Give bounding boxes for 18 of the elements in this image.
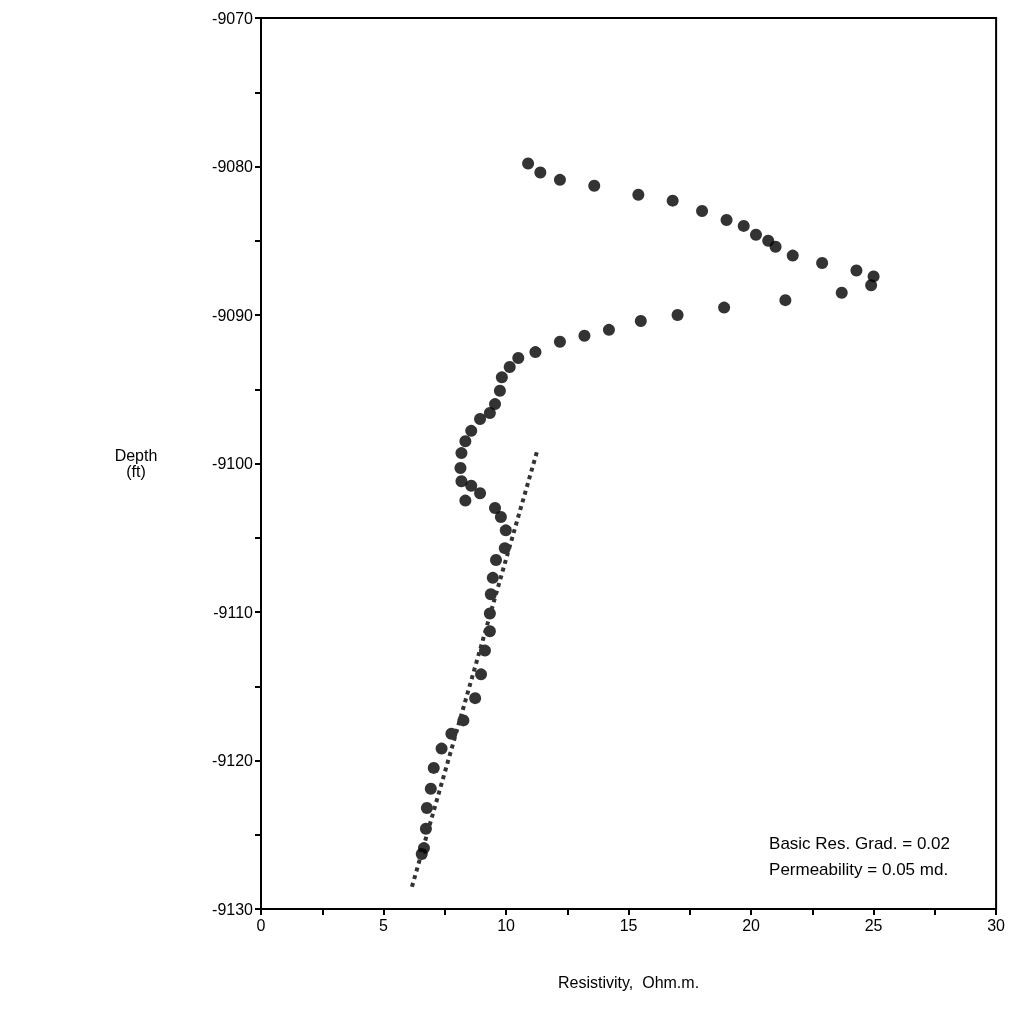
annotation: Permeability = 0.05 md. (769, 859, 949, 879)
x-tick-label: 0 (256, 916, 266, 934)
y-tick-label: -9100 (212, 455, 254, 472)
annotation: Basic Res. Grad. = 0.02 (769, 833, 950, 853)
x-tick-label: 5 (379, 916, 389, 934)
x-tick-label: 10 (497, 916, 516, 934)
y-tick-label: -9070 (212, 9, 254, 27)
y-tick-label: -9080 (212, 158, 254, 175)
y-axis-title: Depth (ft) (114, 447, 158, 480)
y-tick-label: -9090 (212, 306, 254, 324)
x-tick-label: 25 (864, 916, 883, 934)
y-tick-label: -9110 (213, 603, 254, 621)
y-tick-label: -9130 (212, 900, 254, 918)
x-axis-title: Resistivity, Ohm.m. (558, 973, 700, 991)
x-tick-label: 20 (742, 916, 761, 934)
x-tick-label: 30 (987, 916, 1006, 934)
x-tick-label: 15 (619, 916, 638, 934)
y-tick-label: -9120 (212, 752, 254, 769)
